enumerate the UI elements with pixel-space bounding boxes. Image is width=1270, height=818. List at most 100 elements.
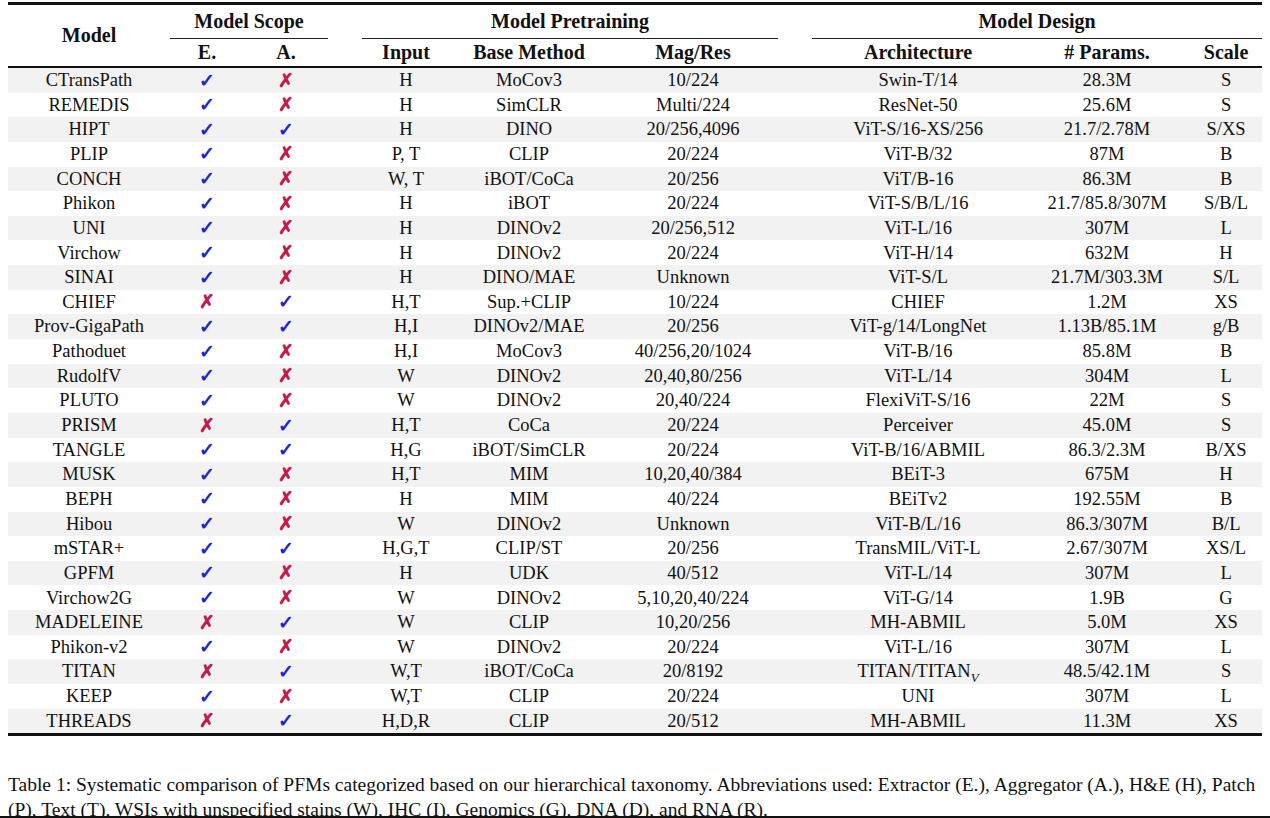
column-header-input: Input xyxy=(362,39,450,68)
check-icon: ✓ xyxy=(278,661,294,682)
cell-base-method: DINOv2 xyxy=(450,388,608,413)
cell-base-method: UDK xyxy=(450,561,608,586)
cell-input: H xyxy=(362,561,450,586)
check-icon: ✓ xyxy=(199,562,215,583)
cell-params: 11.3M xyxy=(1024,709,1190,735)
column-gap xyxy=(328,388,362,413)
column-gap xyxy=(328,216,362,241)
cell-aggregator: ✗ xyxy=(244,585,328,610)
cell-mag-res: 40/512 xyxy=(608,561,778,586)
table-row: PRISM ✗ ✓ H,T CoCa 20/224 Perceiver 45.0… xyxy=(8,413,1262,438)
table-row: HIPT ✓ ✓ H DINO 20/256,4096 ViT-S/16-XS/… xyxy=(8,117,1262,142)
cell-scale: XS xyxy=(1190,709,1262,735)
cell-aggregator: ✗ xyxy=(244,339,328,364)
cell-model: Hibou xyxy=(8,512,170,537)
cell-aggregator: ✗ xyxy=(244,684,328,709)
cell-params: 2.67/307M xyxy=(1024,536,1190,561)
sub-header-row: E. A. Input Base Method Mag/Res Architec… xyxy=(8,39,1262,68)
cell-model: REMEDIS xyxy=(8,93,170,118)
cell-input: H xyxy=(362,487,450,512)
check-icon: ✓ xyxy=(199,242,215,263)
cell-input: H xyxy=(362,67,450,93)
cell-mag-res: 20/256 xyxy=(608,536,778,561)
cell-architecture: ViT-B/16/ABMIL xyxy=(812,438,1024,463)
cell-base-method: SimCLR xyxy=(450,93,608,118)
column-gap xyxy=(778,265,812,290)
paper-page: Model Model Scope Model Pretraining Mode… xyxy=(0,0,1270,818)
cell-model: GPFM xyxy=(8,561,170,586)
check-icon: ✓ xyxy=(278,119,294,140)
cross-icon: ✗ xyxy=(278,341,294,362)
cell-mag-res: 10,20,40/384 xyxy=(608,462,778,487)
cell-mag-res: 20/224 xyxy=(608,413,778,438)
cell-params: 675M xyxy=(1024,462,1190,487)
cell-model: PLIP xyxy=(8,142,170,167)
column-gap xyxy=(328,339,362,364)
column-gap xyxy=(328,438,362,463)
cell-scale: XS xyxy=(1190,290,1262,315)
cross-icon: ✗ xyxy=(278,636,294,657)
cross-icon: ✗ xyxy=(278,587,294,608)
cell-base-method: DINOv2 xyxy=(450,240,608,265)
cell-extractor: ✓ xyxy=(170,585,244,610)
cross-icon: ✗ xyxy=(278,562,294,583)
cross-icon: ✗ xyxy=(199,710,215,731)
cell-params: 86.3M xyxy=(1024,167,1190,192)
check-icon: ✓ xyxy=(199,143,215,164)
cell-aggregator: ✗ xyxy=(244,240,328,265)
cell-mag-res: 20/224 xyxy=(608,684,778,709)
column-gap xyxy=(778,290,812,315)
cell-architecture: ViT/B-16 xyxy=(812,167,1024,192)
check-icon: ✓ xyxy=(199,341,215,362)
cell-architecture: ViT-H/14 xyxy=(812,240,1024,265)
cell-aggregator: ✗ xyxy=(244,635,328,660)
column-gap xyxy=(328,487,362,512)
column-gap xyxy=(778,585,812,610)
cell-base-method: DINO/MAE xyxy=(450,265,608,290)
cell-mag-res: Unknown xyxy=(608,512,778,537)
cell-aggregator: ✗ xyxy=(244,265,328,290)
table-row: TITAN ✗ ✓ W,T iBOT/CoCa 20/8192 TITAN/TI… xyxy=(8,659,1262,684)
cell-extractor: ✓ xyxy=(170,167,244,192)
check-icon: ✓ xyxy=(199,94,215,115)
cell-mag-res: 20,40,80/256 xyxy=(608,364,778,389)
cross-icon: ✗ xyxy=(199,612,215,633)
column-gap xyxy=(778,462,812,487)
column-gap xyxy=(328,512,362,537)
cross-icon: ✗ xyxy=(278,193,294,214)
cell-architecture: FlexiViT-S/16 xyxy=(812,388,1024,413)
cell-mag-res: 20/224 xyxy=(608,240,778,265)
check-icon: ✓ xyxy=(199,316,215,337)
cell-architecture: ViT-S/L xyxy=(812,265,1024,290)
cell-extractor: ✓ xyxy=(170,67,244,93)
table-row: Hibou ✓ ✗ W DINOv2 Unknown ViT-B/L/16 86… xyxy=(8,512,1262,537)
cell-input: H xyxy=(362,117,450,142)
cell-mag-res: Multi/224 xyxy=(608,93,778,118)
cell-extractor: ✗ xyxy=(170,413,244,438)
group-header-model-design: Model Design xyxy=(812,4,1262,39)
cell-base-method: DINOv2 xyxy=(450,364,608,389)
cell-model: MADELEINE xyxy=(8,610,170,635)
column-gap xyxy=(778,388,812,413)
table-row: GPFM ✓ ✗ H UDK 40/512 ViT-L/14 307M L xyxy=(8,561,1262,586)
cell-mag-res: 10,20/256 xyxy=(608,610,778,635)
cell-extractor: ✓ xyxy=(170,462,244,487)
cell-model: Pathoduet xyxy=(8,339,170,364)
table-row: PLUTO ✓ ✗ W DINOv2 20,40/224 FlexiViT-S/… xyxy=(8,388,1262,413)
cell-extractor: ✓ xyxy=(170,388,244,413)
column-header-scale: Scale xyxy=(1190,39,1262,68)
cell-params: 25.6M xyxy=(1024,93,1190,118)
column-gap xyxy=(328,585,362,610)
cell-input: H xyxy=(362,93,450,118)
column-gap xyxy=(328,93,362,118)
cell-base-method: MIM xyxy=(450,487,608,512)
column-gap xyxy=(328,684,362,709)
cell-scale: H xyxy=(1190,462,1262,487)
cross-icon: ✗ xyxy=(278,365,294,386)
cell-aggregator: ✓ xyxy=(244,709,328,735)
cell-scale: S xyxy=(1190,388,1262,413)
cell-scale: L xyxy=(1190,216,1262,241)
column-gap xyxy=(328,290,362,315)
cell-aggregator: ✓ xyxy=(244,659,328,684)
check-icon: ✓ xyxy=(278,291,294,312)
